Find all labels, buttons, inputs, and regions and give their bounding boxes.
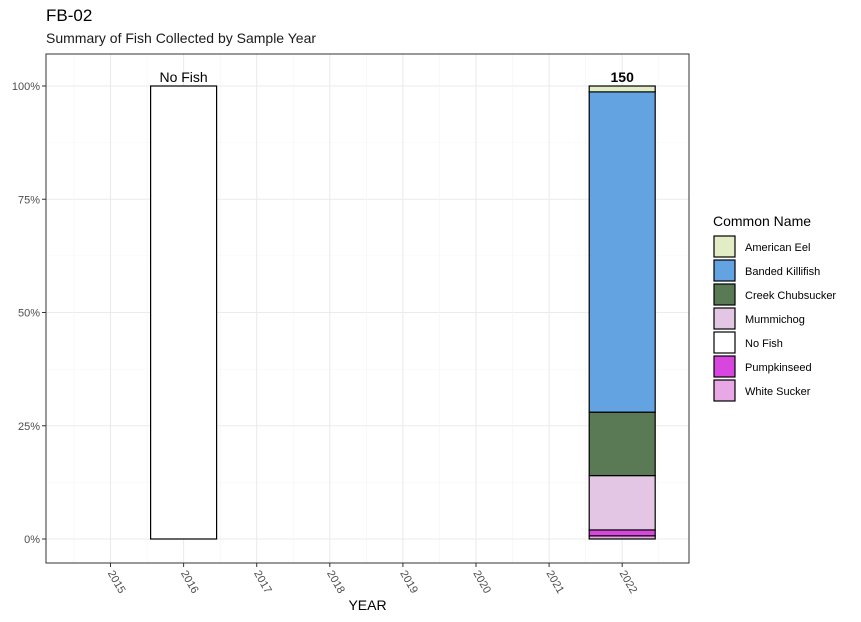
chart-subtitle: Summary of Fish Collected by Sample Year	[46, 30, 317, 46]
legend-key-pumpkinseed	[713, 355, 736, 378]
bar-labels: No Fish 150	[159, 69, 634, 85]
legend-key-white-sucker	[713, 379, 736, 402]
x-tick-label: 2018	[324, 569, 347, 596]
y-tick-label: 75%	[18, 194, 40, 206]
y-tick-label: 100%	[12, 81, 40, 93]
x-axis: 2015 2016 2017 2018 2019 2020 2021 2022	[105, 563, 639, 596]
legend-label-no-fish: No Fish	[745, 338, 783, 350]
bar-segment-creek-chubsucker-2022	[588, 411, 656, 477]
x-tick-label: 2021	[544, 569, 567, 596]
legend-label-pumpkinseed: Pumpkinseed	[745, 362, 812, 374]
legend-label-white-sucker: White Sucker	[745, 386, 811, 398]
legend-key-mummichog	[713, 307, 736, 330]
legend-label-mummichog: Mummichog	[745, 314, 805, 326]
bar-label-2016: No Fish	[159, 69, 207, 85]
bars	[150, 85, 656, 540]
legend-key-banded-killifish	[713, 259, 736, 282]
bar-segment-mummichog-2022	[588, 474, 656, 531]
panel-border	[45, 53, 690, 564]
x-tick-label: 2022	[617, 569, 640, 596]
y-tick-label: 0%	[24, 534, 40, 546]
x-tick-label: 2020	[470, 569, 493, 596]
legend-label-banded-killifish: Banded Killifish	[745, 266, 820, 278]
bar-segment-pumpkinseed-2022	[588, 529, 656, 537]
chart-title: FB-02	[46, 6, 93, 25]
x-tick-label: 2015	[105, 569, 128, 596]
legend-key-no-fish	[713, 331, 736, 354]
x-axis-title: YEAR	[348, 597, 386, 613]
bar-label-2022: 150	[611, 69, 635, 85]
legend-label-creek-chubsucker: Creek Chubsucker	[745, 290, 836, 302]
y-tick-label: 50%	[18, 308, 40, 320]
legend: Common Name American Eel Banded Killifish C…	[713, 213, 836, 402]
legend-label-american-eel: American Eel	[745, 242, 810, 254]
y-tick-label: 25%	[18, 421, 40, 433]
bar-segment-no-fish-2016	[150, 85, 218, 540]
x-tick-label: 2019	[397, 569, 420, 596]
legend-key-creek-chubsucker	[713, 283, 736, 306]
bar-segment-american-eel-2022	[588, 85, 656, 93]
legend-key-american-eel	[713, 235, 736, 258]
x-tick-label: 2017	[251, 569, 274, 596]
bar-segment-banded-killifish-2022	[588, 91, 656, 413]
x-tick-label: 2016	[178, 569, 201, 596]
legend-title: Common Name	[713, 213, 811, 229]
y-axis: 0% 25% 50% 75% 100%	[12, 81, 46, 546]
